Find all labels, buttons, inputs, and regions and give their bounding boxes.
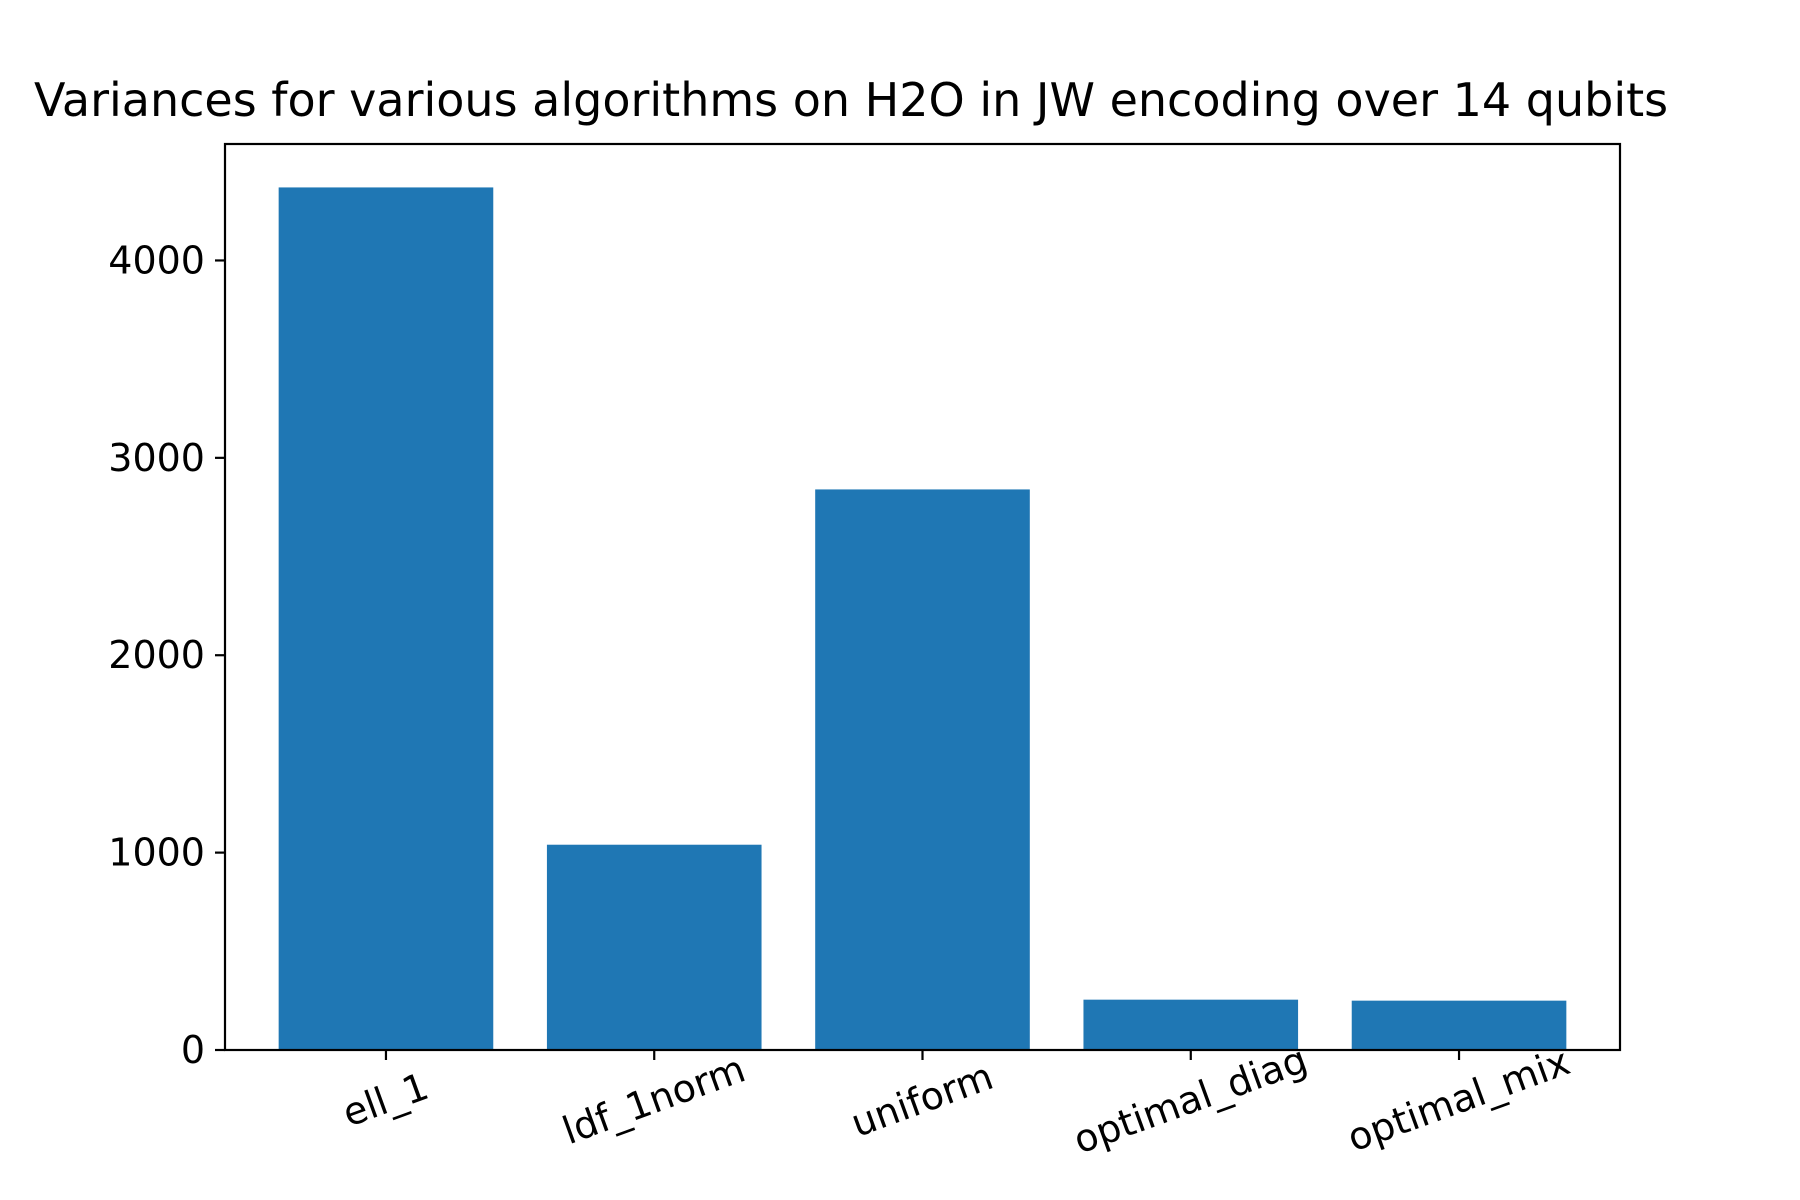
y-tick-label: 3000: [108, 436, 205, 480]
x-tick-label: ell_1: [337, 1064, 434, 1135]
x-tick-label: uniform: [845, 1054, 998, 1146]
y-tick-label: 0: [181, 1028, 205, 1072]
bar-ldf-1norm: [546, 844, 762, 1050]
y-tick-label: 2000: [108, 633, 205, 677]
x-tick-label: ldf_1norm: [557, 1047, 751, 1154]
y-axis: 0 1000 2000 3000 4000: [108, 238, 225, 1072]
x-axis: ell_1 ldf_1norm uniform optimal_diag optimal…: [337, 1037, 1576, 1162]
bar-optimal-mix: [1351, 1000, 1567, 1050]
bar-uniform: [815, 489, 1030, 1051]
y-tick-label: 1000: [108, 831, 205, 875]
y-tick-label: 4000: [108, 238, 205, 282]
chart-title: Variances for various algorithms on H2O …: [34, 73, 1668, 127]
bar-optimal-diag: [1083, 999, 1299, 1050]
plot-frame: [223, 142, 1622, 1052]
bars-group: [278, 187, 1567, 1051]
bar-ell-1: [278, 187, 494, 1051]
